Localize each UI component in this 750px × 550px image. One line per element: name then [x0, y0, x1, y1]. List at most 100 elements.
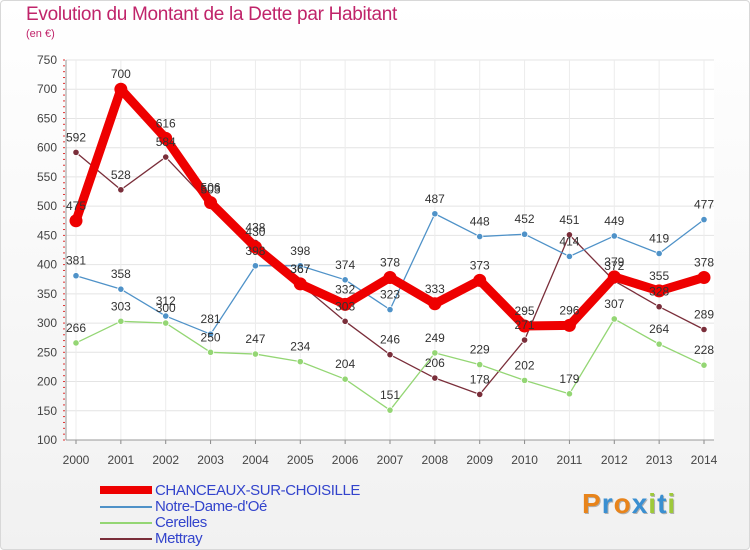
data-point-mettray — [117, 186, 125, 194]
legend-swatch-notre-dame — [100, 506, 152, 508]
data-point-cerelles — [520, 376, 529, 384]
y-tick-label: 450 — [37, 228, 57, 242]
data-label-notre-dame: 398 — [245, 244, 265, 258]
data-point-notre-dame — [565, 252, 574, 261]
data-point-cerelles — [565, 390, 574, 398]
brand-letter: o — [613, 488, 632, 519]
legend-label-cerelles: Cerelles — [155, 514, 207, 531]
data-point-notre-dame — [610, 232, 618, 240]
data-label-cerelles: 303 — [111, 299, 131, 313]
data-point-cerelles — [72, 339, 80, 347]
y-tick-label: 500 — [37, 199, 57, 213]
data-point-notre-dame — [431, 210, 439, 218]
legend-swatch-chanceaux — [100, 486, 152, 494]
data-label-notre-dame: 398 — [290, 244, 310, 258]
data-label-notre-dame: 323 — [380, 288, 400, 302]
x-tick-label: 2012 — [601, 453, 628, 467]
data-point-chanceaux — [697, 270, 711, 284]
data-label-mettray: 328 — [649, 285, 669, 299]
data-label-mettray: 451 — [559, 213, 579, 227]
data-label-notre-dame: 381 — [66, 254, 86, 268]
data-label-cerelles: 266 — [66, 321, 86, 335]
data-point-chanceaux — [159, 131, 173, 145]
brand-letter: t — [657, 488, 668, 519]
y-tick-label: 100 — [37, 433, 57, 447]
data-point-mettray — [162, 153, 170, 161]
data-point-notre-dame — [476, 232, 484, 241]
data-label-cerelles: 300 — [156, 301, 176, 315]
data-point-mettray — [565, 231, 574, 239]
chart-subtitle: (en €) — [26, 28, 55, 40]
brand-letter: i — [667, 488, 677, 519]
brand-letter: i — [648, 488, 658, 519]
legend-item-notre-dame: Notre-Dame-d'Oé — [100, 498, 440, 516]
data-label-chanceaux: 373 — [470, 258, 490, 272]
legend-label-mettray: Mettray — [155, 530, 203, 547]
data-point-notre-dame — [296, 262, 304, 270]
y-tick-label: 250 — [37, 345, 57, 359]
data-label-cerelles: 228 — [694, 343, 714, 357]
data-point-mettray — [431, 374, 439, 382]
data-point-cerelles — [700, 361, 708, 369]
x-tick-label: 2008 — [422, 453, 449, 467]
legend-label-notre-dame: Notre-Dame-d'Oé — [155, 498, 267, 515]
data-label-chanceaux: 379 — [604, 255, 624, 269]
data-point-cerelles — [251, 350, 260, 358]
legend-swatch-cerelles — [100, 522, 152, 524]
data-label-cerelles: 204 — [335, 357, 355, 371]
data-point-cerelles — [476, 360, 484, 369]
data-label-chanceaux: 475 — [66, 199, 86, 213]
legend-item-mettray: Mettray — [100, 530, 440, 548]
data-point-chanceaux — [428, 297, 442, 311]
y-tick-label: 350 — [37, 287, 57, 301]
data-point-chanceaux — [69, 214, 83, 228]
data-point-notre-dame — [700, 216, 708, 224]
data-label-mettray: 438 — [245, 220, 265, 234]
data-point-chanceaux — [473, 273, 487, 287]
data-label-chanceaux: 367 — [290, 262, 310, 276]
data-point-notre-dame — [520, 230, 529, 238]
data-label-mettray: 372 — [604, 259, 624, 273]
data-label-cerelles: 202 — [515, 358, 535, 372]
data-point-mettray — [700, 325, 708, 334]
x-tick-label: 2005 — [287, 453, 314, 467]
data-point-cerelles — [655, 340, 663, 348]
data-label-cerelles: 179 — [559, 372, 579, 386]
data-label-mettray: 246 — [380, 333, 400, 347]
data-point-notre-dame — [341, 276, 349, 284]
y-tick-label: 700 — [37, 82, 57, 96]
data-label-notre-dame: 312 — [156, 294, 176, 308]
data-label-chanceaux: 355 — [649, 269, 669, 283]
data-point-cerelles — [610, 315, 618, 323]
x-tick-label: 2006 — [332, 453, 359, 467]
chart-legend: CHANCEAUX-SUR-CHOISILLE Notre-Dame-d'Oé … — [100, 482, 440, 548]
data-point-notre-dame — [72, 272, 80, 280]
x-tick-label: 2003 — [197, 453, 224, 467]
x-tick-label: 2013 — [646, 453, 673, 467]
data-label-chanceaux: 700 — [111, 67, 131, 81]
data-label-mettray: 303 — [335, 299, 355, 313]
data-point-mettray — [520, 336, 529, 344]
data-point-chanceaux — [248, 240, 262, 254]
brand-letter: P — [582, 488, 602, 519]
data-point-notre-dame — [162, 312, 170, 320]
data-point-mettray — [341, 317, 349, 325]
data-label-mettray: 289 — [694, 308, 714, 322]
data-point-chanceaux — [338, 297, 352, 311]
data-point-cerelles — [341, 375, 349, 383]
x-tick-label: 2010 — [511, 453, 538, 467]
data-point-chanceaux — [652, 284, 666, 298]
data-point-mettray — [655, 303, 663, 311]
data-label-chanceaux: 333 — [425, 282, 445, 296]
x-tick-label: 2000 — [63, 453, 90, 467]
x-tick-label: 2002 — [152, 453, 179, 467]
data-label-mettray: 503 — [201, 182, 221, 196]
x-tick-label: 2011 — [557, 453, 583, 467]
data-label-chanceaux: 616 — [156, 116, 176, 130]
data-label-mettray: 367 — [290, 262, 310, 276]
data-label-mettray: 271 — [515, 318, 535, 332]
data-point-cerelles — [162, 319, 170, 327]
proxiti-logo: Proxiti — [582, 488, 676, 520]
brand-letter: x — [631, 488, 649, 519]
data-label-cerelles: 234 — [290, 340, 310, 354]
